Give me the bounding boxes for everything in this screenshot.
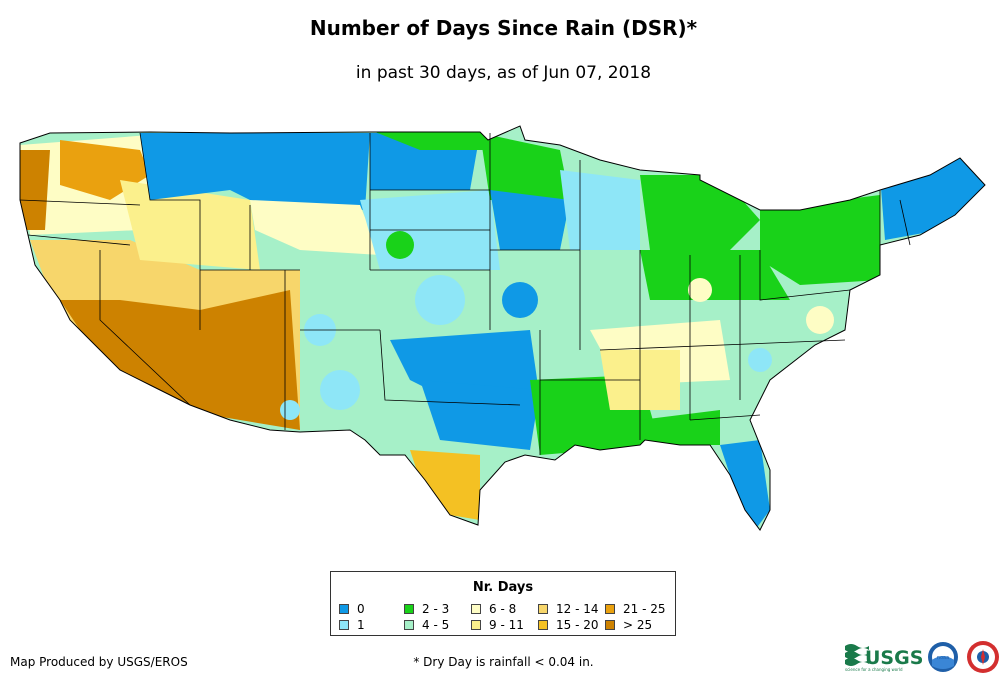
legend-label-1: 1 xyxy=(357,618,365,632)
legend-label-4: 6 - 8 xyxy=(489,602,517,616)
noaa-label: noaa xyxy=(937,655,949,661)
legend-swatch-3 xyxy=(404,620,414,630)
legend-label-7: 15 - 20 xyxy=(556,618,599,632)
agency-logos: USGS science for a changing world noaa xyxy=(845,641,999,673)
legend: Nr. Days 0 1 2 - 3 4 - 5 6 - 8 9 - 11 12… xyxy=(330,571,676,636)
legend-label-6: 12 - 14 xyxy=(556,602,599,616)
legend-item-6: 12 - 14 xyxy=(538,603,599,615)
legend-item-3: 4 - 5 xyxy=(404,619,449,631)
usgs-logo: USGS science for a changing world xyxy=(845,644,923,672)
legend-swatch-7 xyxy=(538,620,548,630)
map-title: Number of Days Since Rain (DSR)* xyxy=(309,16,698,40)
legend-swatch-4 xyxy=(471,604,481,614)
legend-item-8: 21 - 25 xyxy=(605,603,666,615)
legend-item-4: 6 - 8 xyxy=(471,603,516,615)
legend-swatch-8 xyxy=(605,604,615,614)
legend-swatch-0 xyxy=(339,604,349,614)
legend-item-1: 1 xyxy=(339,619,365,631)
usgs-wave-icon xyxy=(845,644,869,666)
legend-item-2: 2 - 3 xyxy=(404,603,449,615)
legend-label-0: 0 xyxy=(357,602,365,616)
legend-title: Nr. Days xyxy=(472,580,534,595)
legend-swatch-2 xyxy=(404,604,414,614)
usgs-wordmark: USGS xyxy=(865,647,923,669)
nws-logo xyxy=(967,641,999,673)
legend-label-3: 4 - 5 xyxy=(422,618,450,632)
legend-swatch-6 xyxy=(538,604,548,614)
legend-label-2: 2 - 3 xyxy=(422,602,450,616)
legend-item-9: > 25 xyxy=(605,619,652,631)
legend-swatch-5 xyxy=(471,620,481,630)
usgs-tagline: science for a changing world xyxy=(845,667,903,672)
legend-item-7: 15 - 20 xyxy=(538,619,599,631)
legend-label-9: > 25 xyxy=(623,618,653,632)
legend-item-5: 9 - 11 xyxy=(471,619,524,631)
legend-item-0: 0 xyxy=(339,603,365,615)
legend-swatch-1 xyxy=(339,620,349,630)
dry-day-footnote: * Dry Day is rainfall < 0.04 in. xyxy=(413,655,594,669)
legend-swatch-9 xyxy=(605,620,615,630)
noaa-logo: noaa xyxy=(928,642,958,672)
legend-label-5: 9 - 11 xyxy=(489,618,524,632)
map-credit: Map Produced by USGS/EROS xyxy=(10,655,188,669)
map-subtitle: in past 30 days, as of Jun 07, 2018 xyxy=(355,63,652,83)
legend-label-8: 21 - 25 xyxy=(623,602,666,616)
